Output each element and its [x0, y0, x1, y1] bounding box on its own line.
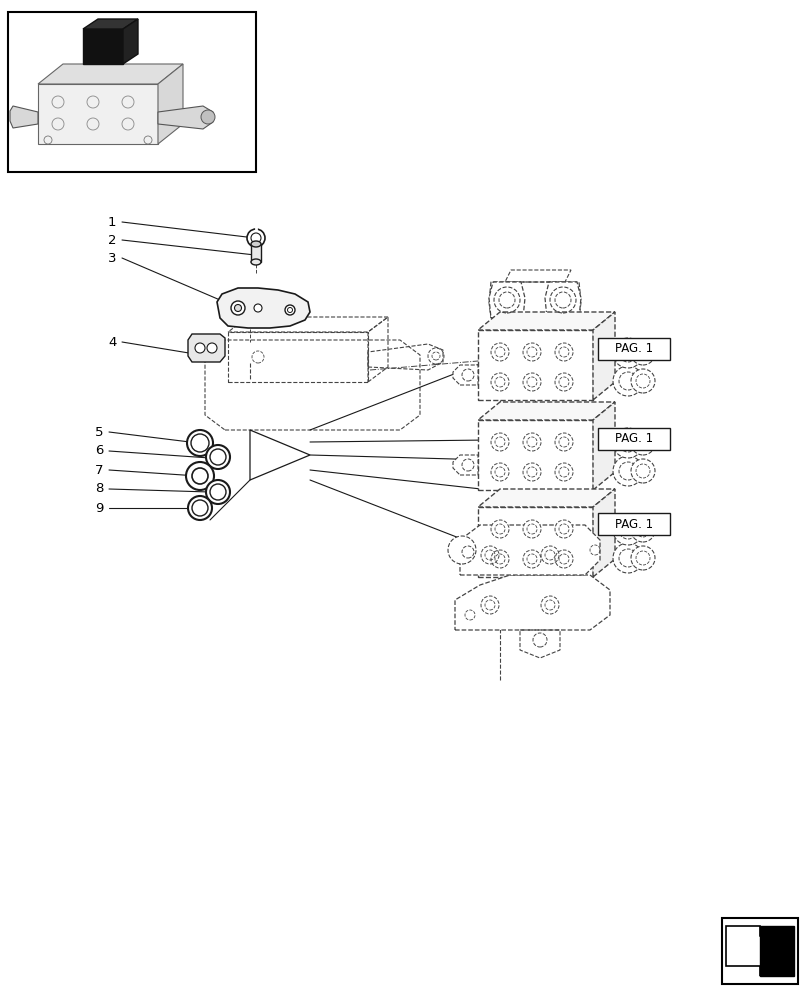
Polygon shape [478, 489, 614, 507]
Circle shape [630, 518, 654, 542]
Polygon shape [725, 926, 789, 976]
Text: 4: 4 [108, 336, 116, 349]
Circle shape [251, 233, 260, 243]
Circle shape [491, 373, 508, 391]
Polygon shape [453, 365, 478, 385]
Text: 3: 3 [108, 251, 116, 264]
Circle shape [630, 431, 654, 455]
Text: PAG. 1: PAG. 1 [614, 518, 652, 530]
Text: 6: 6 [95, 444, 103, 458]
Circle shape [630, 369, 654, 393]
Circle shape [188, 496, 212, 520]
Polygon shape [38, 64, 182, 84]
Circle shape [612, 543, 642, 573]
Circle shape [612, 515, 642, 545]
Bar [8, 12, 255, 172]
Circle shape [491, 343, 508, 361]
Circle shape [191, 468, 208, 484]
Circle shape [554, 343, 573, 361]
Circle shape [554, 520, 573, 538]
Circle shape [630, 341, 654, 365]
Polygon shape [478, 507, 592, 577]
Polygon shape [544, 282, 581, 318]
Circle shape [195, 343, 204, 353]
Ellipse shape [251, 241, 260, 247]
Circle shape [491, 520, 508, 538]
Circle shape [285, 305, 294, 315]
Circle shape [210, 484, 225, 500]
Circle shape [612, 428, 642, 458]
Circle shape [186, 462, 214, 490]
Polygon shape [122, 19, 138, 64]
Bar [597, 428, 669, 450]
Circle shape [522, 343, 540, 361]
Circle shape [206, 445, 230, 469]
Polygon shape [453, 542, 478, 562]
Bar [251, 244, 260, 262]
Circle shape [612, 456, 642, 486]
Circle shape [554, 373, 573, 391]
Circle shape [612, 366, 642, 396]
Polygon shape [592, 402, 614, 490]
Circle shape [491, 433, 508, 451]
Text: 2: 2 [108, 233, 116, 246]
Polygon shape [454, 575, 609, 630]
Circle shape [522, 550, 540, 568]
Text: PAG. 1: PAG. 1 [614, 342, 652, 356]
Circle shape [630, 459, 654, 483]
Circle shape [187, 430, 212, 456]
Circle shape [247, 229, 264, 247]
Text: PAG. 1: PAG. 1 [614, 432, 652, 446]
Circle shape [234, 304, 241, 312]
Polygon shape [478, 402, 614, 420]
Polygon shape [158, 64, 182, 144]
Polygon shape [478, 330, 592, 400]
Circle shape [210, 449, 225, 465]
Polygon shape [83, 19, 138, 29]
Polygon shape [188, 334, 225, 362]
Polygon shape [453, 455, 478, 475]
Circle shape [230, 301, 245, 315]
Circle shape [191, 500, 208, 516]
Polygon shape [478, 312, 614, 330]
Text: 7: 7 [95, 464, 103, 477]
Circle shape [522, 373, 540, 391]
Circle shape [201, 110, 215, 124]
Circle shape [554, 433, 573, 451]
Circle shape [206, 480, 230, 504]
Polygon shape [10, 106, 38, 128]
Polygon shape [759, 926, 793, 976]
Circle shape [554, 550, 573, 568]
Polygon shape [158, 106, 212, 129]
Polygon shape [38, 84, 158, 144]
Circle shape [612, 338, 642, 368]
Circle shape [207, 343, 217, 353]
Circle shape [522, 433, 540, 451]
Text: 1: 1 [108, 216, 116, 229]
Text: 9: 9 [95, 502, 103, 514]
Bar [597, 338, 669, 360]
Polygon shape [478, 420, 592, 490]
Polygon shape [592, 312, 614, 400]
Circle shape [554, 463, 573, 481]
Circle shape [491, 463, 508, 481]
Polygon shape [488, 282, 525, 318]
Circle shape [630, 546, 654, 570]
Polygon shape [217, 288, 310, 328]
Bar [721, 918, 797, 984]
Circle shape [254, 304, 262, 312]
Text: 5: 5 [95, 426, 103, 438]
Text: 8: 8 [95, 483, 103, 495]
Bar [597, 513, 669, 535]
Circle shape [191, 434, 208, 452]
Polygon shape [592, 489, 614, 577]
Polygon shape [83, 29, 122, 64]
Ellipse shape [251, 259, 260, 265]
Polygon shape [460, 525, 599, 575]
Circle shape [522, 463, 540, 481]
Circle shape [522, 520, 540, 538]
Circle shape [491, 550, 508, 568]
Circle shape [448, 536, 475, 564]
